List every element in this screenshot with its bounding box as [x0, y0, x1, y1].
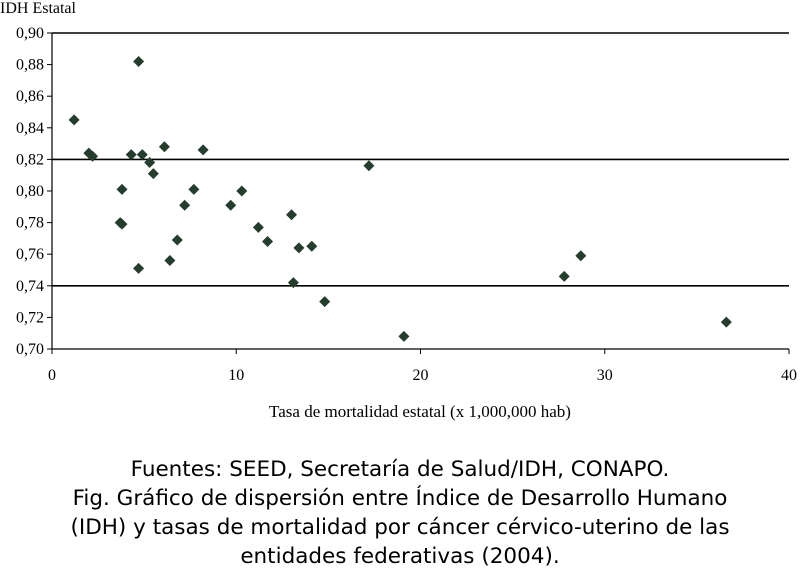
y-tick-label: 0,86	[16, 88, 44, 105]
data-point	[116, 218, 128, 230]
y-tick-label: 0,76	[16, 246, 44, 263]
data-point	[147, 168, 159, 180]
figure-caption: Fuentes: SEED, Secretaría de Salud/IDH, …	[0, 455, 800, 571]
x-tick-label: 30	[597, 367, 613, 384]
data-point	[179, 199, 191, 211]
data-point	[287, 277, 299, 289]
x-tick-label: 20	[413, 367, 429, 384]
y-axis-label: IDH Estatal	[0, 0, 76, 17]
y-tick-label: 0,72	[16, 309, 44, 326]
data-point	[125, 149, 137, 161]
data-point	[720, 316, 732, 328]
y-tick-label: 0,82	[16, 151, 44, 168]
x-tick-label: 0	[48, 367, 56, 384]
data-point	[87, 150, 99, 162]
y-tick-label: 0,88	[16, 57, 44, 74]
data-point	[306, 240, 318, 252]
data-point	[225, 199, 237, 211]
data-point	[133, 55, 145, 67]
caption-line-4: entidades federativas (2004).	[240, 544, 560, 569]
data-point	[236, 185, 248, 197]
x-tick-label: 10	[228, 367, 244, 384]
data-point	[319, 296, 331, 308]
caption-line-3: (IDH) y tasas de mortalidad por cáncer c…	[70, 515, 730, 540]
y-tick-label: 0,78	[16, 215, 44, 232]
data-point	[171, 234, 183, 246]
data-point	[164, 255, 176, 267]
data-point	[133, 262, 145, 274]
caption-line-2: Fig. Gráfico de dispersión entre Índice …	[72, 486, 728, 511]
data-point	[558, 270, 570, 282]
data-point	[158, 141, 170, 153]
y-tick-label: 0,90	[16, 25, 44, 42]
data-point	[188, 183, 200, 195]
data-point	[286, 209, 298, 221]
y-tick-label: 0,70	[16, 341, 44, 358]
x-axis-label: Tasa de mortalidad estatal (x 1,000,000 …	[269, 402, 571, 421]
data-point	[363, 160, 375, 172]
data-point	[144, 157, 156, 169]
data-point	[197, 144, 209, 156]
data-point	[262, 236, 274, 248]
data-point	[293, 242, 305, 254]
data-point	[116, 183, 128, 195]
caption-source-line: Fuentes: SEED, Secretaría de Salud/IDH, …	[130, 457, 670, 482]
data-point	[68, 114, 80, 126]
data-point	[398, 330, 410, 342]
data-point	[136, 149, 148, 161]
y-tick-label: 0,74	[16, 278, 44, 295]
data-point	[252, 221, 264, 233]
y-tick-label: 0,84	[16, 120, 44, 137]
y-tick-label: 0,80	[16, 183, 44, 200]
data-point	[575, 250, 587, 262]
x-tick-label: 40	[781, 367, 797, 384]
scatter-plot: 0,70 0,72 0,74 0,76 0,78 0,80 0,82 0,84 0,86 0,88…	[16, 25, 797, 384]
